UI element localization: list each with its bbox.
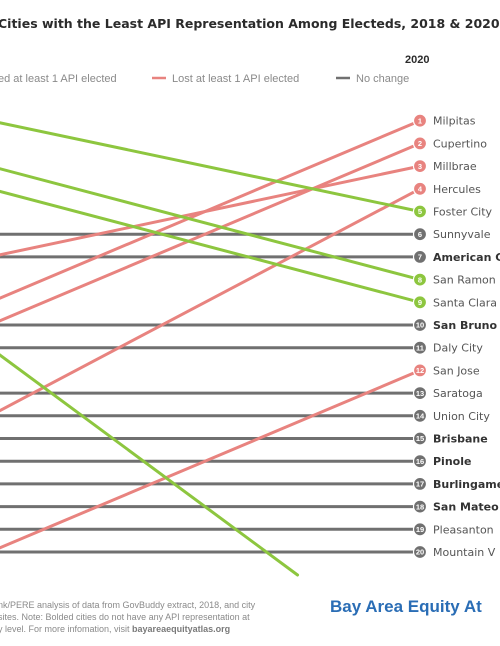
rank-number-15: 15	[416, 434, 424, 443]
rank-marker-14	[412, 408, 428, 423]
footnote-line-1: nk/PERE analysis of data from GovBuddy e…	[0, 600, 256, 610]
rank-marker-15	[412, 431, 428, 446]
rank-marker-9	[412, 295, 428, 310]
footnote-line-2: sites. Note: Bolded cities do not have a…	[0, 612, 250, 622]
footnote-line-3-prefix: y level. For more infomation, visit	[0, 624, 132, 634]
legend-lost-text: Lost at least 1 API elected	[172, 73, 299, 85]
rank-marker-3	[412, 159, 428, 174]
city-label-mountain-v: Mountain V	[433, 546, 496, 559]
slope-line-san-jose	[0, 368, 422, 550]
rank-marker-4	[412, 181, 428, 196]
city-label-union-city: Union City	[433, 410, 490, 423]
rank-number-13: 13	[416, 389, 424, 398]
rank-marker-8	[412, 272, 428, 287]
legend-nochange-text: No change	[356, 73, 409, 85]
footnote-line-3: y level. For more infomation, visit baya…	[0, 624, 230, 634]
city-label-daly-city: Daly City	[433, 342, 483, 355]
city-label-san-mateo: San Mateo	[433, 501, 499, 514]
city-label-pleasanton: Pleasanton	[433, 523, 494, 536]
city-label-cupertino: Cupertino	[433, 137, 487, 150]
slope-line-hercules	[0, 187, 422, 413]
rank-number-6: 6	[418, 230, 422, 239]
rank-number-20: 20	[416, 548, 424, 557]
city-label-sunnyvale: Sunnyvale	[433, 228, 491, 241]
city-label-brisbane: Brisbane	[433, 433, 488, 446]
rank-number-11: 11	[416, 343, 424, 352]
rank-number-14: 14	[416, 412, 425, 421]
rank-marker-2	[412, 136, 428, 151]
chart-title: Cities with the Least API Representation…	[0, 16, 500, 31]
brand-logo-text: Bay Area Equity At	[330, 597, 482, 616]
rank-number-2: 2	[418, 139, 422, 148]
rank-number-3: 3	[418, 162, 422, 171]
slope-line-extra-1	[0, 353, 300, 577]
rank-number-7: 7	[418, 253, 422, 262]
rank-marker-20	[412, 544, 428, 560]
rank-number-10: 10	[416, 321, 424, 330]
rank-marker-7	[412, 249, 428, 264]
rank-marker-16	[412, 454, 428, 469]
city-label-burlingame: Burlingame	[433, 478, 500, 491]
rank-number-4: 4	[418, 185, 423, 194]
footnote: nk/PERE analysis of data from GovBuddy e…	[0, 600, 256, 634]
rank-number-16: 16	[416, 457, 424, 466]
rank-marker-12	[412, 363, 428, 378]
rank-number-12: 12	[416, 366, 424, 375]
slope-line-san-ramon	[0, 167, 422, 282]
slope-line-cupertino	[0, 141, 422, 323]
rank-marker-11	[412, 340, 428, 355]
city-label-santa-clara: Santa Clara	[433, 296, 497, 309]
rank-number-5: 5	[418, 207, 422, 216]
rank-marker-19	[412, 522, 428, 537]
legend: ed at least 1 API elected Lost at least …	[0, 73, 409, 85]
city-label-hercules: Hercules	[433, 183, 481, 196]
rank-marker-18	[412, 499, 428, 514]
rank-marker-17	[412, 476, 428, 491]
slope-line-santa-clara	[0, 189, 422, 304]
legend-gained-text: ed at least 1 API elected	[0, 73, 117, 85]
city-label-san-ramon: San Ramon	[433, 274, 496, 287]
rank-marker-10	[412, 317, 428, 333]
city-label-saratoga: Saratoga	[433, 387, 483, 400]
rank-number-1: 1	[418, 116, 422, 125]
rank-marker-13	[412, 386, 428, 401]
city-label-pinole: Pinole	[433, 455, 471, 468]
rank-number-17: 17	[416, 480, 424, 489]
city-label-san-jose: San Jose	[433, 364, 480, 377]
year-label-2020: 2020	[405, 54, 429, 66]
city-label-foster-city: Foster City	[433, 206, 493, 219]
rank-number-9: 9	[418, 298, 422, 307]
rank-marker-5	[412, 204, 428, 219]
city-label-milpitas: Milpitas	[433, 115, 476, 128]
rank-number-8: 8	[418, 275, 422, 284]
rank-number-19: 19	[416, 525, 424, 534]
rank-markers: 1 Milpitas 2 Cupertino 3 Millbrae 4 Hercules 5 Fo…	[412, 113, 500, 560]
rank-number-18: 18	[416, 502, 424, 511]
slope-lines	[0, 119, 422, 577]
city-label-american-c: American C	[433, 251, 500, 264]
city-label-san-bruno: San Bruno	[433, 319, 497, 332]
rank-marker-1	[412, 113, 428, 128]
rank-marker-6	[412, 227, 428, 242]
city-label-millbrae: Millbrae	[433, 160, 477, 173]
slope-line-foster-city	[0, 121, 422, 213]
slope-line-millbrae	[0, 164, 422, 257]
footnote-link[interactable]: bayareaequityatlas.org	[132, 624, 230, 634]
